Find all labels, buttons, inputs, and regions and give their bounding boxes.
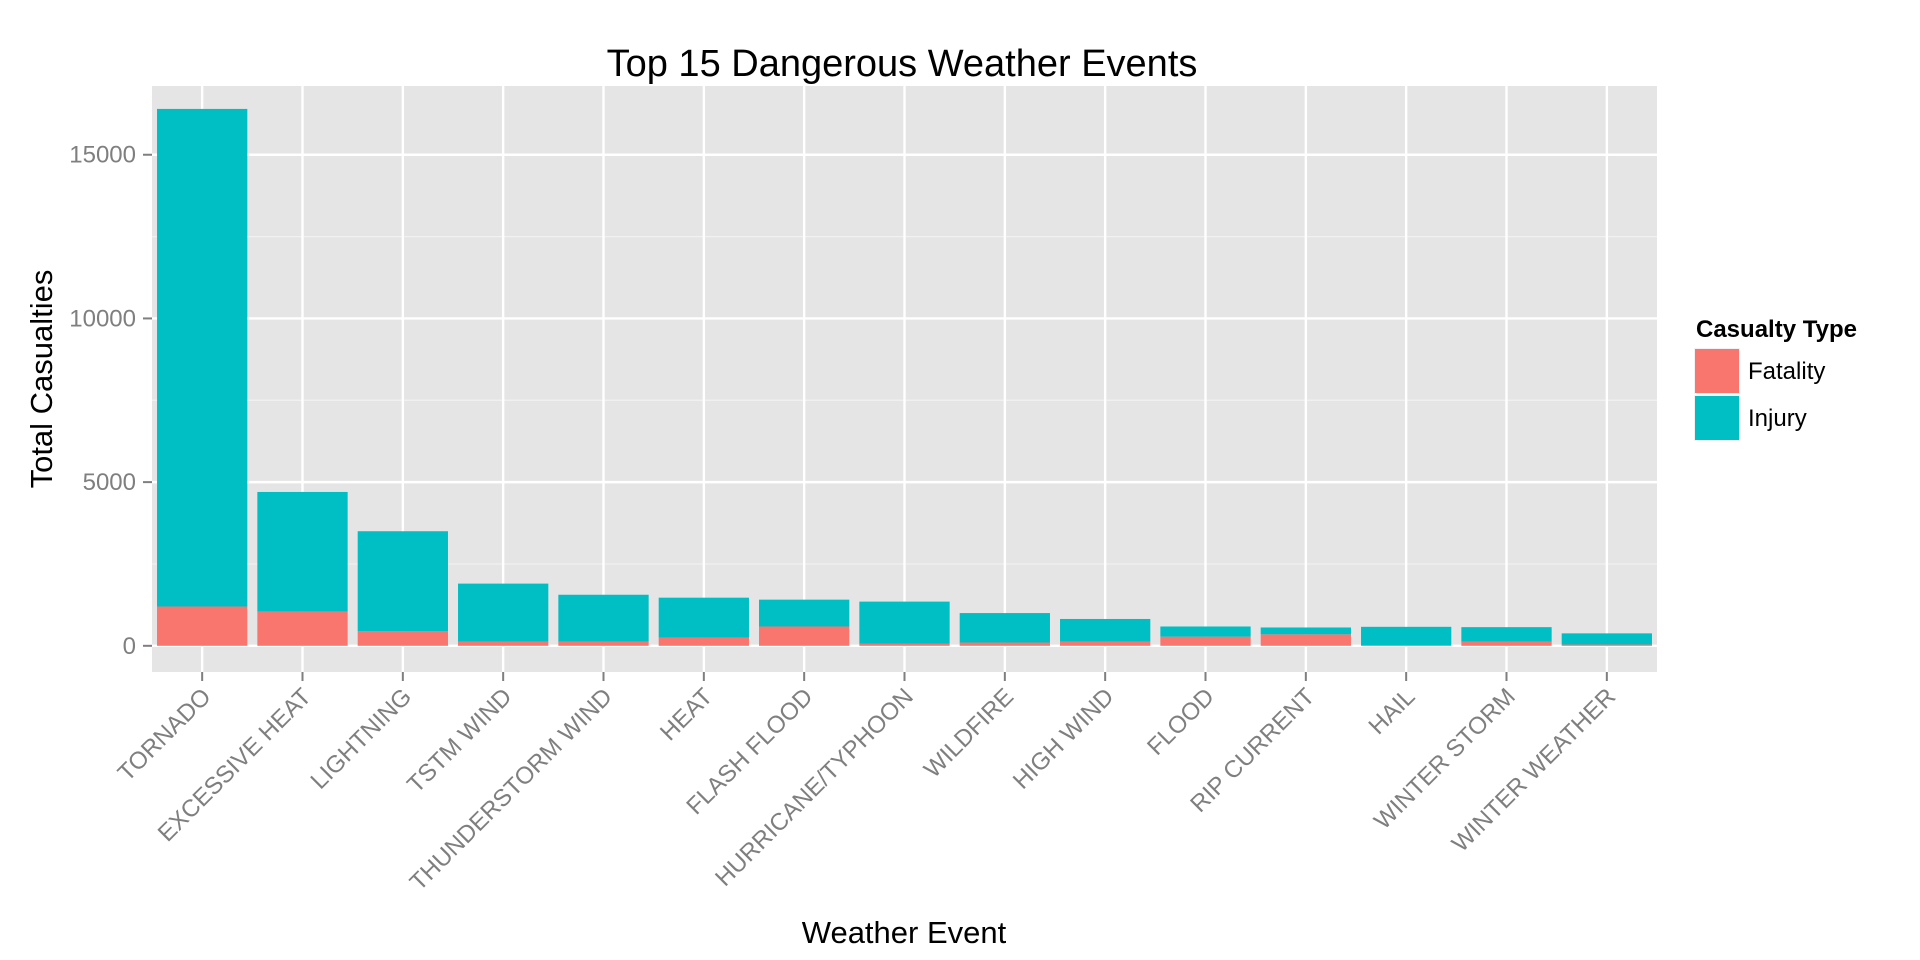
bar-injury-4 <box>558 594 649 642</box>
y-tick-label-1: 5000 <box>83 469 136 496</box>
x-tick-label-12: HAIL <box>1364 683 1421 740</box>
bar-fatality-3 <box>458 641 549 646</box>
y-axis: 0 5000 10000 15000 <box>69 142 152 660</box>
bar-fatality-11 <box>1260 634 1351 646</box>
bar-injury-2 <box>357 531 448 632</box>
bar-injury-7 <box>859 601 950 644</box>
legend-swatch-fatality <box>1695 349 1739 393</box>
bar-injury-6 <box>759 599 850 627</box>
x-tick-label-14: WINTER WEATHER <box>1447 683 1621 857</box>
bar-fatality-10 <box>1160 636 1251 646</box>
legend-label-fatality: Fatality <box>1748 358 1825 385</box>
bar-fatality-8 <box>959 642 1050 646</box>
bar-injury-1 <box>257 491 348 612</box>
legend-label-injury: Injury <box>1748 405 1807 432</box>
chart-title: Top 15 Dangerous Weather Events <box>607 43 1198 85</box>
y-tick-label-3: 15000 <box>69 142 136 169</box>
x-tick-label-9: HIGH WIND <box>1008 683 1119 794</box>
bar-fatality-5 <box>658 637 749 646</box>
bar-injury-8 <box>959 613 1050 643</box>
bar-fatality-2 <box>357 631 448 646</box>
legend-swatch-injury <box>1695 396 1739 440</box>
bar-fatality-1 <box>257 611 348 646</box>
x-tick-label-0: TORNADO <box>113 683 217 787</box>
bar-injury-9 <box>1060 618 1151 642</box>
bar-injury-12 <box>1361 626 1452 646</box>
bars <box>157 108 1652 646</box>
y-tick-label-0: 0 <box>123 633 136 660</box>
x-tick-label-10: FLOOD <box>1142 683 1220 761</box>
bar-injury-13 <box>1461 627 1552 642</box>
bar-fatality-14 <box>1561 644 1652 646</box>
x-tick-label-2: LIGHTNING <box>306 683 418 795</box>
bar-fatality-4 <box>558 641 649 646</box>
bar-injury-0 <box>157 108 248 607</box>
legend-title: Casualty Type <box>1696 316 1857 343</box>
bar-injury-14 <box>1561 633 1652 645</box>
bar-fatality-6 <box>759 626 850 646</box>
bar-fatality-9 <box>1060 641 1151 646</box>
x-tick-label-7: HURRICANE/TYPHOON <box>710 683 919 892</box>
x-axis-title: Weather Event <box>802 915 1007 950</box>
bar-fatality-13 <box>1461 641 1552 646</box>
bar-injury-3 <box>458 583 549 642</box>
bar-injury-11 <box>1260 627 1351 635</box>
y-axis-title: Total Casualties <box>24 270 59 489</box>
bar-injury-5 <box>658 597 749 638</box>
x-tick-label-5: HEAT <box>655 683 718 746</box>
x-tick-label-8: WILDFIRE <box>919 683 1019 783</box>
x-tick-label-4: THUNDERSTORM WIND <box>405 683 618 896</box>
bar-fatality-0 <box>157 606 248 646</box>
legend: Casualty Type Fatality Injury <box>1694 316 1857 441</box>
bar-fatality-7 <box>859 643 950 646</box>
y-tick-label-2: 10000 <box>69 305 136 332</box>
bar-injury-10 <box>1160 626 1251 637</box>
legend-items: Fatality Injury <box>1694 348 1825 441</box>
